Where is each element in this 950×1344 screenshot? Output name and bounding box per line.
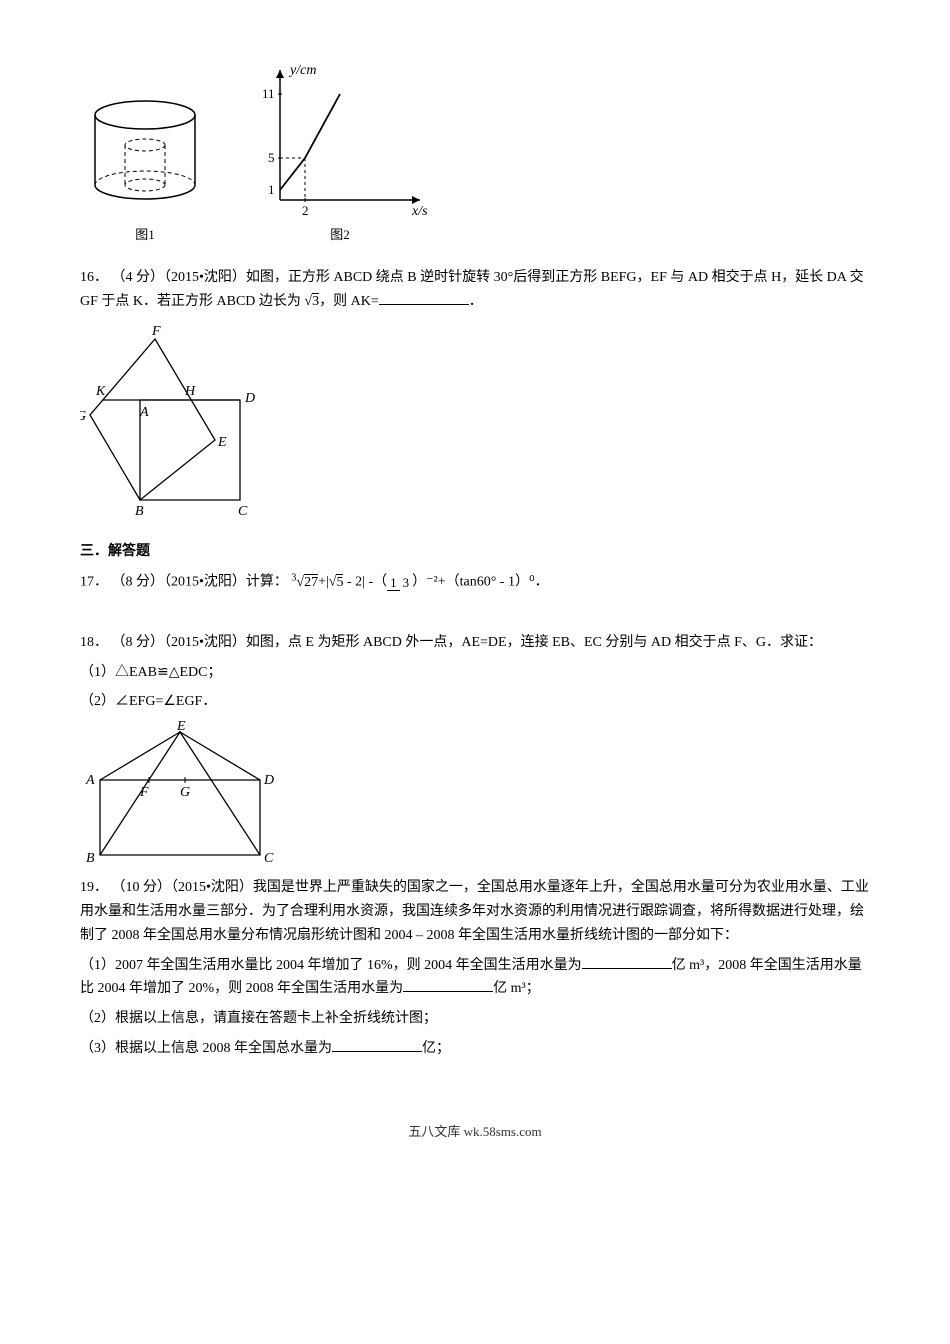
question-18: 18． （8 分）（2015•沈阳）如图，点 E 为矩形 ABCD 外一点，AE… [80, 631, 870, 655]
q18-sub2: （2）∠EFG=∠EGF． [80, 690, 870, 714]
svg-text:5: 5 [268, 150, 275, 165]
svg-text:G: G [180, 785, 190, 800]
q17-prefix: 17． [80, 575, 108, 590]
svg-text:H: H [184, 384, 196, 399]
q19-sub2: （2）根据以上信息，请直接在答题卡上补全折线统计图； [80, 1007, 870, 1031]
q19-blank-2 [403, 977, 493, 992]
q17-frac: 13 [387, 576, 412, 590]
svg-text:F: F [139, 785, 149, 800]
svg-text:B: B [135, 504, 144, 519]
q17-sqrt5: √5 [329, 574, 344, 590]
svg-text:2: 2 [302, 203, 309, 218]
q18-figure: E A D F G B C [80, 720, 870, 870]
page-footer: 五八文库 wk.58sms.com [80, 1121, 870, 1143]
svg-text:B: B [86, 851, 95, 866]
svg-text:D: D [263, 773, 274, 788]
q16-prefix: 16． [80, 270, 108, 285]
svg-text:1: 1 [268, 182, 275, 197]
cylinder-svg [80, 90, 210, 220]
svg-text:x/s: x/s [411, 204, 428, 219]
rectangle-e-svg: E A D F G B C [80, 720, 290, 870]
q16-period: ． [469, 294, 483, 309]
svg-text:11: 11 [262, 86, 275, 101]
svg-text:y/cm: y/cm [288, 63, 316, 78]
svg-text:E: E [217, 435, 227, 450]
q18-line1: （8 分）（2015•沈阳）如图，点 E 为矩形 ABCD 外一点，AE=DE，… [112, 635, 822, 650]
q17-cuberoot: 3√27 [291, 575, 318, 590]
q19-sub3: （3）根据以上信息 2008 年全国总水量为亿； [80, 1037, 870, 1061]
question-16: 16． （4 分）（2015•沈阳）如图，正方形 ABCD 绕点 B 逆时针旋转… [80, 266, 870, 314]
q16-figure: F K G A H D E B C [80, 320, 870, 520]
svg-text:D: D [244, 391, 255, 406]
q17-text: （8 分）（2015•沈阳）计算： [112, 575, 288, 590]
svg-text:G: G [80, 409, 86, 424]
svg-text:F: F [151, 324, 161, 339]
q18-prefix: 18． [80, 635, 108, 650]
figure-1-label: 图1 [80, 224, 210, 246]
q19-prefix: 19． [80, 880, 108, 895]
svg-text:E: E [176, 720, 186, 734]
svg-text:A: A [85, 773, 95, 788]
q16-tail: ，则 AK= [319, 294, 379, 309]
svg-text:C: C [238, 504, 248, 519]
q19-para: （10 分）（2015•沈阳）我国是世界上严重缺失的国家之一，全国总用水量逐年上… [80, 880, 869, 943]
figure-2-label: 图2 [240, 224, 440, 246]
figure-1: 图1 [80, 90, 210, 246]
section-3-title: 三．解答题 [80, 540, 870, 564]
svg-text:A: A [139, 405, 149, 420]
rotated-square-svg: F K G A H D E B C [80, 320, 270, 520]
figure-2: y/cm x/s 11 5 1 2 图2 [240, 60, 440, 246]
svg-text:K: K [95, 384, 106, 399]
q18-sub1: （1）△EAB≌△EDC； [80, 661, 870, 685]
svg-text:C: C [264, 851, 274, 866]
question-17: 17． （8 分）（2015•沈阳）计算： 3√27+|√5 - 2| -（13… [80, 569, 870, 594]
graph-svg: y/cm x/s 11 5 1 2 [240, 60, 440, 220]
question-19: 19． （10 分）（2015•沈阳）我国是世界上严重缺失的国家之一，全国总用水… [80, 876, 870, 947]
q16-blank [379, 290, 469, 305]
q16-sqrt: √3 [304, 293, 319, 309]
figures-row: 图1 y/cm x/s 11 5 1 2 图2 [80, 60, 870, 246]
q19-blank-1 [582, 954, 672, 969]
q19-sub1: （1）2007 年全国生活用水量比 2004 年增加了 16%，则 2004 年… [80, 954, 870, 1002]
q19-blank-3 [332, 1037, 422, 1052]
